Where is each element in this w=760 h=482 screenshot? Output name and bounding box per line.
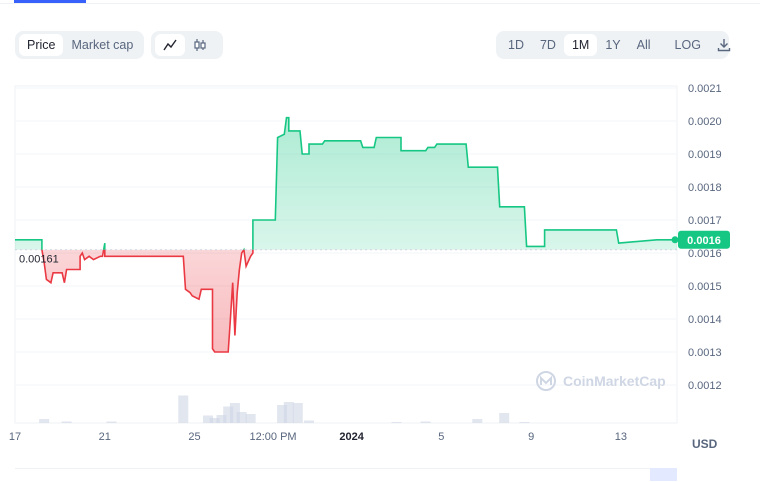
price-tab[interactable]: Price — [19, 34, 64, 56]
top-divider — [0, 3, 760, 4]
log-scale-button[interactable]: LOG — [674, 38, 701, 52]
x-tick-label: 21 — [99, 431, 111, 443]
volume-bar — [61, 421, 72, 423]
range-all-button[interactable]: All — [636, 38, 651, 52]
download-icon — [717, 39, 731, 52]
x-tick-label: 2024 — [339, 431, 364, 443]
current-price-badge — [678, 230, 730, 249]
line-chart-icon — [163, 39, 177, 51]
volume-bar — [202, 415, 213, 423]
volume-bar — [277, 405, 288, 423]
coinmarketcap-logo-icon — [536, 371, 556, 391]
price-labels: 0.00161 0.0016 — [19, 230, 730, 266]
price-line — [15, 116, 679, 353]
volume-bar — [303, 420, 314, 423]
y-tick-label: 0.0019 — [688, 149, 722, 161]
volume-bar — [472, 419, 483, 423]
price-line-down — [41, 249, 254, 353]
volume-bar — [178, 395, 189, 423]
range-7d-button[interactable]: 7D — [539, 38, 556, 52]
y-tick-label: 0.0012 — [688, 380, 722, 392]
y-axis: 0.00210.00200.00190.00180.00170.00160.00… — [688, 83, 722, 392]
volume-bar — [499, 413, 510, 423]
watermark-text: CoinMarketCap — [563, 373, 666, 389]
candlestick-icon — [194, 39, 206, 51]
range-1d-button[interactable]: 1D — [508, 38, 524, 52]
price-chart[interactable]: CoinMarketCap 0.0021 0.0020 0.0019 0.0018 0.… — [0, 70, 760, 450]
volume-bar — [391, 422, 402, 423]
volume-bar — [223, 406, 234, 423]
time-range-toggle: 1D 7D 1M 1Y All LOG — [496, 31, 731, 59]
price-line-up — [15, 116, 677, 250]
volume-bar — [519, 422, 530, 423]
volume-bar — [229, 403, 240, 423]
y-tick-label: 0.0013 — [688, 347, 722, 359]
volume-bar — [209, 418, 220, 423]
x-tick-label: 17 — [9, 431, 21, 443]
range-1y-button[interactable]: 1Y — [605, 38, 621, 52]
volume-bar — [292, 403, 303, 423]
volume-bar — [283, 402, 294, 423]
range-1m-button[interactable]: 1M — [563, 34, 598, 56]
range-navigator[interactable] — [15, 468, 677, 482]
currency-label: USD — [692, 437, 718, 451]
current-price-dot — [671, 236, 679, 244]
plot-border — [14, 85, 678, 424]
y-tick-label: 0.0016 — [688, 248, 722, 260]
y-tick-label: 0.0017 — [688, 215, 722, 227]
y-tick-label: 0.0018 — [688, 182, 722, 194]
volume-bar — [106, 421, 117, 423]
y-tick-label: 0.0020 — [688, 116, 722, 128]
line-chart-button[interactable] — [155, 34, 185, 56]
range-navigator-handle[interactable] — [650, 468, 677, 481]
volume-bars — [39, 395, 530, 423]
grid-lines — [14, 85, 678, 424]
current-price-label: 0.0016 — [687, 235, 721, 247]
watermark: CoinMarketCap — [536, 371, 666, 391]
y-tick-label: 0.0021 — [688, 83, 722, 95]
y-tick-label: 0.0015 — [688, 281, 722, 293]
x-axis: 17 21 25 12:00 PM 2024 5 9 13 — [9, 431, 627, 443]
x-tick-label: 12:00 PM — [250, 431, 297, 443]
price-marketcap-toggle: Price Market cap — [15, 31, 144, 59]
chart-view-toggle — [151, 31, 223, 59]
volume-bar — [420, 421, 431, 423]
candlestick-button[interactable] — [185, 34, 215, 56]
y-tick-label: 0.0014 — [688, 314, 722, 326]
volume-bar — [245, 414, 256, 423]
baseline-price-label: 0.00161 — [19, 254, 59, 266]
x-tick-label: 9 — [528, 431, 534, 443]
volume-bar — [236, 412, 247, 423]
x-tick-label: 5 — [438, 431, 444, 443]
x-tick-label: 25 — [188, 431, 200, 443]
market-cap-tab[interactable]: Market cap — [71, 38, 134, 52]
price-area-above — [15, 117, 677, 250]
download-button[interactable] — [717, 34, 731, 56]
x-tick-label: 13 — [615, 431, 627, 443]
price-area — [15, 117, 677, 352]
top-tab-indicator — [14, 0, 86, 3]
volume-bar — [216, 415, 227, 423]
volume-bar — [39, 419, 50, 423]
